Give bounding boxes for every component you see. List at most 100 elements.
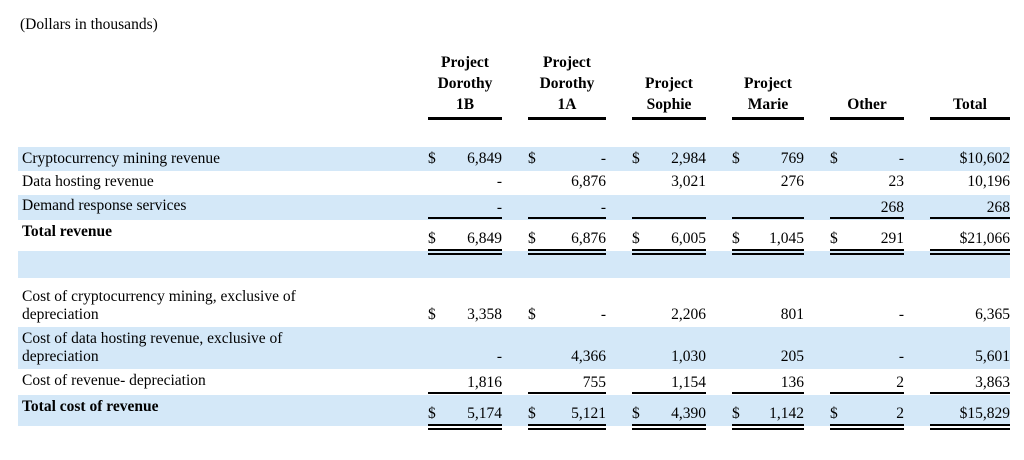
cell-value: 1,154	[671, 373, 706, 391]
cell-project-dorothy-1a: 6,876	[528, 173, 606, 191]
currency-sign: $	[732, 149, 740, 167]
cell-project-dorothy-1a: 4,366	[528, 330, 606, 367]
cell-content: $3,358	[428, 288, 502, 325]
column-header-total: Total	[930, 95, 1010, 120]
table-row: Cryptocurrency mining revenue $6,849 $ - $2,…	[18, 147, 1010, 171]
cell-value: 1,030	[671, 347, 706, 365]
currency-sign: $	[632, 229, 640, 247]
column-header-project-marie: Project Marie	[732, 74, 804, 120]
currency-sign: $	[732, 404, 740, 422]
cell-value: -	[496, 173, 502, 191]
cell-value: 6,005	[671, 229, 706, 247]
table-row: Cost of revenue- depreciation 1,816 755 1,1…	[18, 369, 1010, 395]
cell-content: -	[428, 330, 502, 367]
cell-project-sophie: $4,390	[632, 398, 706, 430]
cell-value: 3,358	[467, 305, 502, 323]
cell-value: 3,863	[975, 373, 1010, 391]
cell-other: 268	[830, 197, 904, 220]
cell-value: -	[898, 347, 904, 365]
cell-content: -	[830, 288, 904, 325]
cell-content: 276	[732, 173, 804, 191]
cell-content: 2,206	[632, 288, 706, 325]
cell-content: 23	[830, 173, 905, 191]
cell-content: $2,984	[632, 150, 706, 168]
currency-sign: $	[632, 149, 640, 167]
cell-content: 6,365	[930, 288, 1010, 325]
table-row: Cost of cryptocurrency mining, exclusive…	[18, 285, 1010, 327]
cell-project-marie: $769	[732, 150, 804, 168]
cell-total: 268	[930, 197, 1010, 220]
cell-content: $6,005	[632, 223, 706, 256]
column-header-other: Other	[830, 95, 904, 120]
cell-project-sophie: 3,021	[632, 173, 706, 191]
cell-total: 3,863	[930, 372, 1010, 395]
cell-project-sophie: $6,005	[632, 223, 706, 256]
cell-value: 755	[582, 373, 606, 391]
cell-project-dorothy-1a: $5,121	[528, 398, 606, 430]
cell-project-sophie	[632, 197, 706, 220]
currency-sign: $	[830, 229, 838, 247]
cell-other: 2	[830, 372, 904, 395]
currency-sign: $	[632, 404, 640, 422]
cell-value: 1,045	[769, 229, 804, 247]
cell-content: $ -	[830, 150, 904, 168]
cell-content: -	[428, 173, 502, 191]
table-row: Demand response services - - 268 268	[18, 194, 1010, 221]
cell-project-marie: 801	[732, 288, 804, 325]
cell-project-marie	[732, 197, 804, 220]
currency-sign: $	[428, 305, 436, 323]
cell-value: 5,601	[975, 347, 1010, 365]
row-label: Cost of data hosting revenue, exclusive …	[22, 329, 283, 365]
cell-value: 291	[880, 229, 904, 247]
cell-value: -	[600, 199, 606, 217]
row-label: Data hosting revenue	[22, 173, 154, 191]
revenue-and-cost-table: Project Dorothy 1B Project Dorothy 1A Proj…	[18, 44, 1010, 430]
cell-project-dorothy-1b: $3,358	[428, 288, 502, 325]
table-body: Cryptocurrency mining revenue $6,849 $ - $2,…	[18, 147, 1010, 430]
cell-content: $1,045	[732, 223, 804, 256]
cell-content: $ -	[528, 288, 606, 325]
cell-other: -	[830, 288, 904, 325]
cell-project-sophie: 1,154	[632, 372, 706, 395]
cell-content: $6,849	[428, 223, 502, 256]
cell-value: 1,816	[467, 373, 502, 391]
row-label: Total revenue	[22, 222, 112, 240]
column-header-project-sophie: Project Sophie	[632, 74, 706, 120]
table-row: Total cost of revenue $5,174 $5,121 $4,390 $…	[18, 395, 1010, 430]
cell-value: -	[600, 149, 606, 167]
table-row: Cost of data hosting revenue, exclusive …	[18, 327, 1010, 370]
cell-project-marie: 136	[732, 372, 804, 395]
cell-value: 6,876	[571, 173, 606, 191]
cell-value: 205	[780, 347, 804, 365]
cell-total: $21,066	[930, 223, 1010, 256]
cell-value: 5,121	[571, 404, 606, 422]
currency-sign: $	[528, 305, 536, 323]
spacer-row	[18, 251, 1010, 279]
cell-value: 136	[780, 373, 804, 391]
cell-other: $2	[830, 398, 904, 430]
cell-content: 1,030	[632, 330, 706, 367]
row-label: Total cost of revenue	[22, 397, 159, 415]
cell-total: $15,829	[930, 398, 1010, 430]
cell-project-dorothy-1a: -	[528, 197, 606, 220]
cell-content: 205	[732, 330, 804, 367]
cell-total: 6,365	[930, 288, 1010, 325]
cell-project-dorothy-1b: 1,816	[428, 372, 502, 395]
cell-project-sophie: 2,206	[632, 288, 706, 325]
cell-project-sophie: 1,030	[632, 330, 706, 367]
cell-project-dorothy-1b: -	[428, 330, 502, 367]
cell-content: 1,816	[428, 372, 502, 395]
cell-other: $291	[830, 223, 904, 256]
cell-other: 23	[830, 173, 905, 191]
cell-value: 10,196	[967, 173, 1010, 191]
cell-project-dorothy-1b: $6,849	[428, 223, 502, 256]
cell-content: 3,021	[632, 173, 706, 191]
cell-value: $10,602	[959, 149, 1010, 167]
cell-value: 276	[780, 173, 804, 191]
cell-project-marie: 205	[732, 330, 804, 367]
cell-total: 5,601	[930, 330, 1010, 367]
cell-content: 6,876	[528, 173, 606, 191]
cell-content: -	[428, 197, 502, 220]
cell-content: 10,196	[930, 173, 1010, 191]
cell-content: $4,390	[632, 398, 706, 430]
